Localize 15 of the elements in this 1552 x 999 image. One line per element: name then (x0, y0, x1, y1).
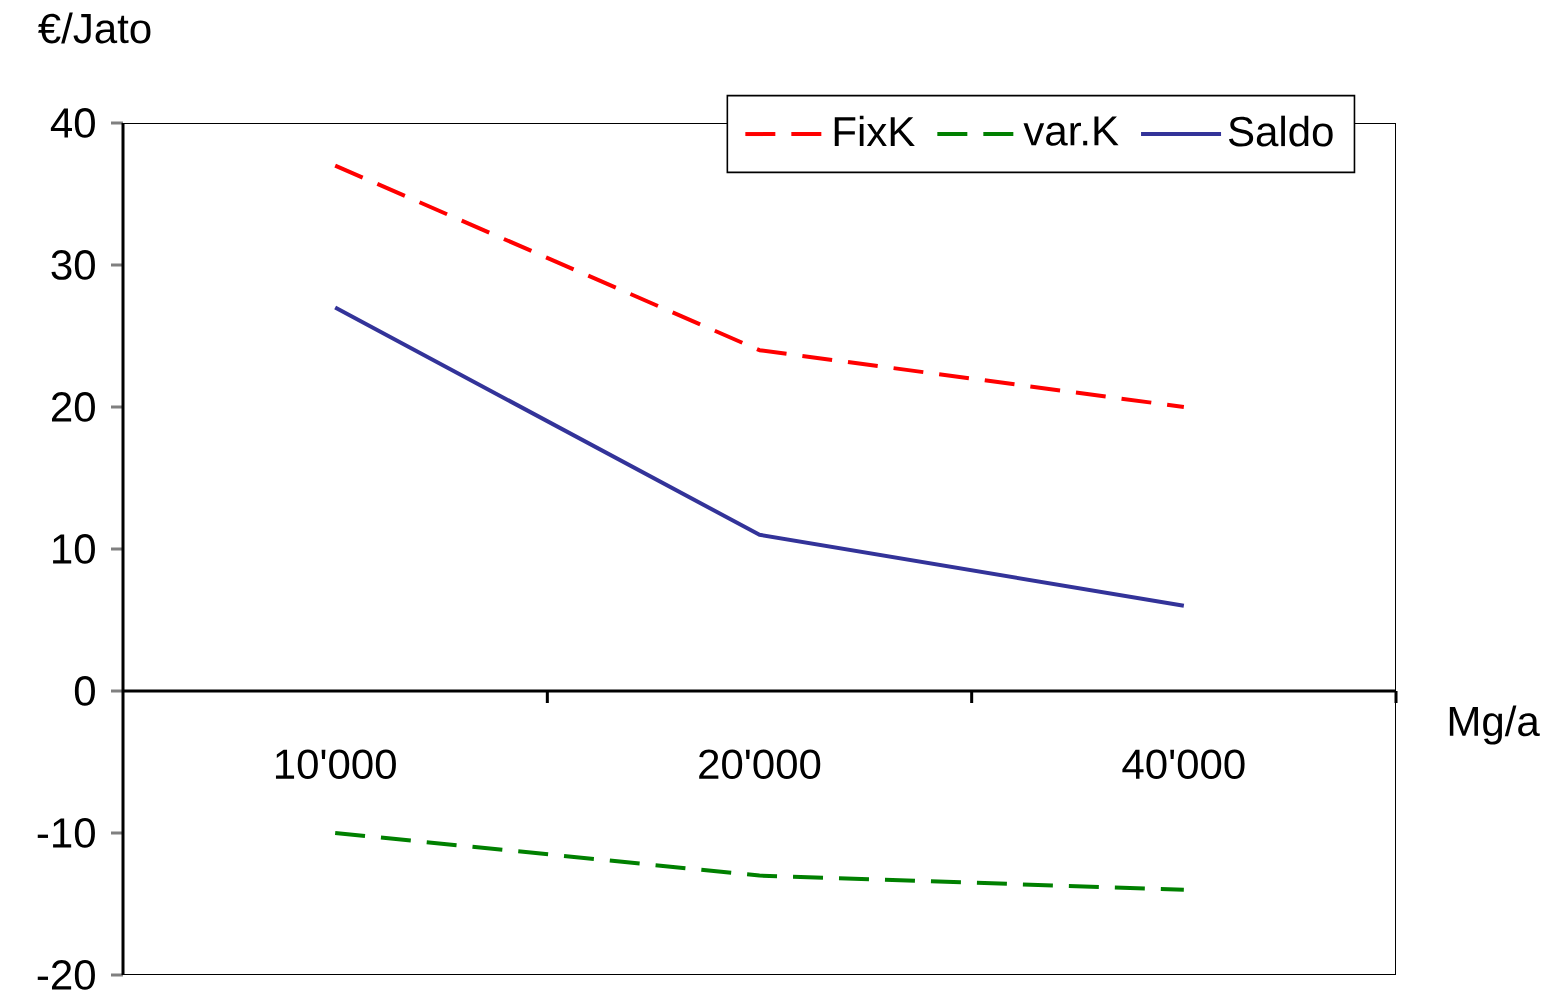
y-tick-label: 10 (53, 534, 95, 564)
x-axis-title: Mg/a (1449, 705, 1540, 745)
legend-label: FixK (834, 115, 915, 147)
legend-label: Saldo (1228, 115, 1333, 147)
y-tick-label: -10 (37, 818, 95, 848)
y-axis-title: €/Jato (38, 12, 151, 44)
y-tick-label: 40 (50, 108, 95, 138)
y-tick-label: 0 (74, 676, 95, 706)
y-tick-label: 30 (51, 250, 95, 280)
y-tick-label: -20 (37, 960, 95, 990)
x-tick-label: 20'000 (699, 749, 821, 780)
legend-label: var.K (1023, 116, 1119, 146)
y-tick-label: 20 (51, 392, 95, 422)
x-tick-label: 10'000 (275, 749, 396, 780)
x-tick-label: 40'000 (1122, 749, 1245, 780)
